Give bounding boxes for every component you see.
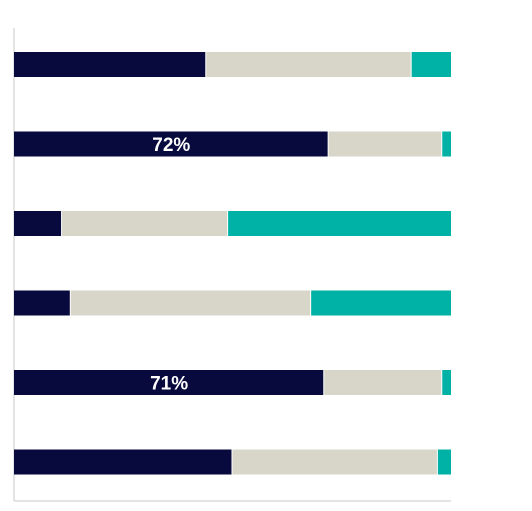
bar-row-5-segment-1 (14, 370, 324, 395)
bar-row-3-segment-3 (228, 211, 451, 236)
bar-row-1-segment-2 (206, 52, 411, 77)
bar-row-4-segment-1 (14, 290, 70, 316)
bar-row-2-segment-3 (442, 131, 451, 157)
bars-group: 72% 71% (14, 52, 451, 475)
bar-row-2-segment-1 (14, 131, 328, 157)
bar-row-5-segment-3 (442, 370, 451, 395)
bar-row-4-segment-3 (311, 290, 451, 316)
bar-row-2-segment-2 (328, 131, 442, 157)
bar-row-5-label: 71% (150, 374, 188, 395)
bar-row-2-label: 72% (152, 135, 190, 156)
bar-row-4-segment-2 (70, 290, 311, 316)
bar-row-3-segment-2 (62, 211, 228, 236)
bar-row-1-segment-3 (411, 52, 451, 77)
bar-row-6-segment-1 (14, 449, 232, 475)
bar-row-3-segment-1 (14, 211, 62, 236)
bar-row-6-segment-3 (437, 449, 451, 475)
bar-row-5-segment-2 (324, 370, 442, 395)
bar-row-1-segment-1 (14, 52, 206, 77)
bar-row-6-segment-2 (232, 449, 437, 475)
